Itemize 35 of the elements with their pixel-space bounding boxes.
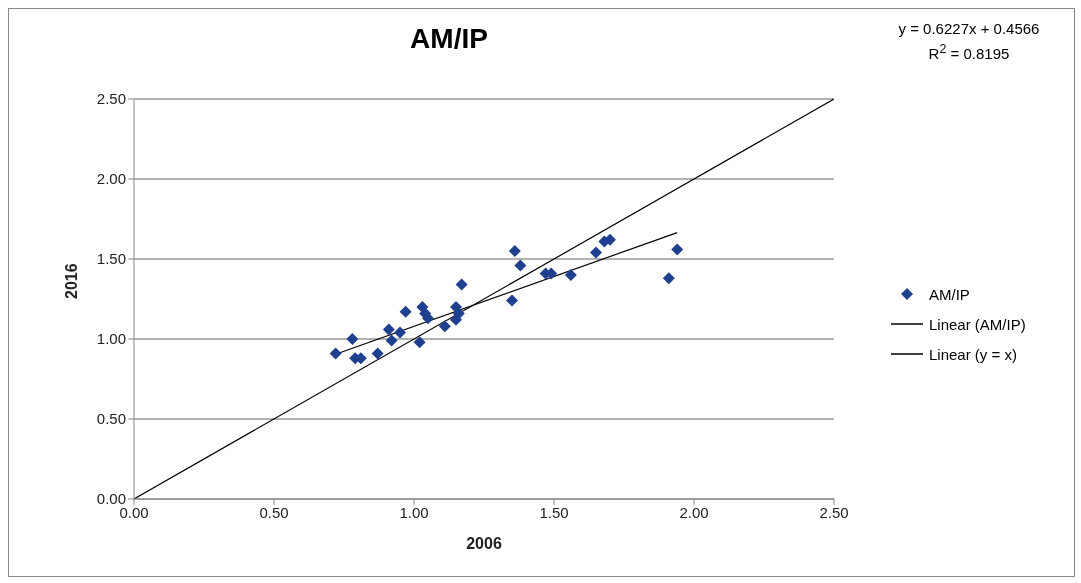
point xyxy=(514,259,527,272)
point xyxy=(590,246,602,259)
text: R$^{2}$ = 0.8195 xyxy=(927,41,1011,64)
point xyxy=(438,320,451,333)
x-tick-label: 0.50 xyxy=(259,503,289,521)
point xyxy=(329,347,342,360)
y-tick-label: 2.50 xyxy=(96,90,126,108)
point xyxy=(455,278,468,291)
x-tick-label: 1.50 xyxy=(539,503,569,521)
point xyxy=(382,323,395,336)
x-axis-title: 2006 xyxy=(466,535,502,552)
legend-label: Linear (AM/IP) xyxy=(929,315,1026,333)
y-tick-label: 1.50 xyxy=(96,250,126,268)
point xyxy=(671,243,684,256)
point xyxy=(508,245,521,257)
x-tick-label: 2.50 xyxy=(819,503,849,521)
point xyxy=(413,336,426,349)
point xyxy=(564,269,577,281)
text: y = 0.6227x + 0.4566 xyxy=(897,19,1041,39)
point xyxy=(506,294,518,307)
point xyxy=(385,334,398,347)
x-tick-label: 2.00 xyxy=(679,503,709,521)
x-tick-label: 1.00 xyxy=(399,503,429,521)
y-tick-label: 1.00 xyxy=(96,330,126,348)
point xyxy=(394,326,406,339)
y-tick-label: 2.00 xyxy=(96,170,126,188)
point xyxy=(346,333,359,345)
y-tick-label: 0.50 xyxy=(96,410,126,428)
legend-label: Linear (y = x) xyxy=(929,345,1017,363)
point xyxy=(662,272,675,285)
legend-label: AM/IP xyxy=(929,285,970,303)
chart-title: AM/IP xyxy=(409,23,489,55)
point xyxy=(399,305,412,318)
y-axis-title: 2016 xyxy=(62,263,80,299)
point xyxy=(371,347,384,360)
